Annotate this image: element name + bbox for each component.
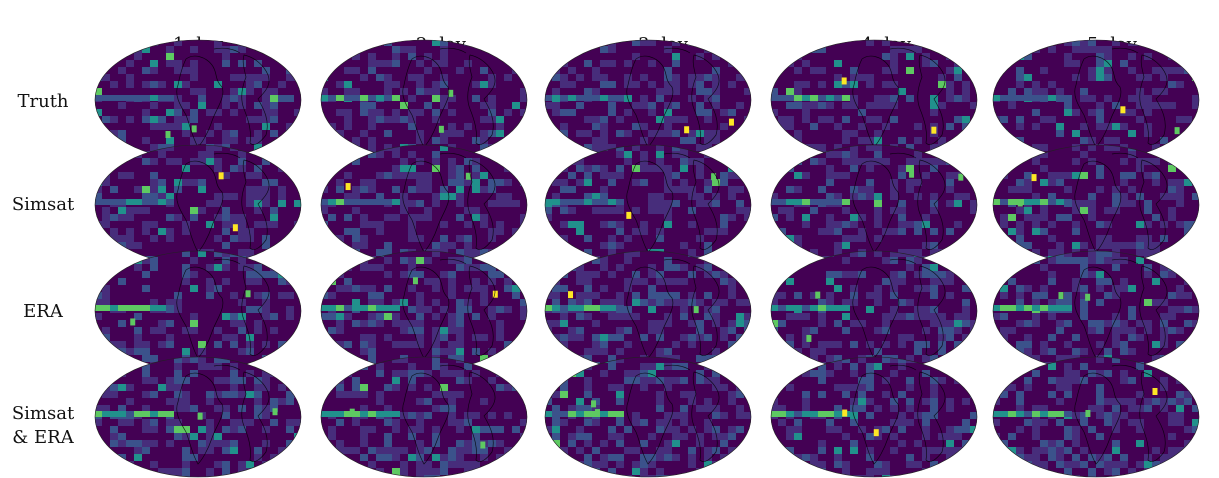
map-simsat-1-day	[94, 144, 302, 266]
map-simsat-5-day	[992, 144, 1200, 266]
map-era-4-day	[770, 250, 978, 372]
map-truth-5-day	[992, 39, 1200, 161]
map-truth-1-day	[94, 39, 302, 161]
map-era-1-day	[94, 250, 302, 372]
map-era-5-day	[992, 250, 1200, 372]
map-simsat-era-2-day	[320, 356, 528, 478]
map-simsat-2-day	[320, 144, 528, 266]
map-simsat-4-day	[770, 144, 978, 266]
row-label-simsat: Simsat	[11, 194, 75, 215]
row-label-truth: Truth	[17, 91, 69, 112]
row-label-simsat-era-line1: Simsat	[11, 403, 75, 424]
map-simsat-era-5-day	[992, 356, 1200, 478]
map-truth-2-day	[320, 39, 528, 161]
map-simsat-era-4-day	[770, 356, 978, 478]
map-era-3-day	[544, 250, 752, 372]
map-simsat-era-1-day	[94, 356, 302, 478]
map-truth-4-day	[770, 39, 978, 161]
map-simsat-3-day	[544, 144, 752, 266]
row-label-simsat-era-line2: & ERA	[12, 427, 74, 448]
map-era-2-day	[320, 250, 528, 372]
row-label-simsat-era: Simsat & ERA	[0, 402, 86, 450]
row-label-era: ERA	[23, 301, 63, 322]
map-truth-3-day	[544, 39, 752, 161]
map-simsat-era-3-day	[544, 356, 752, 478]
